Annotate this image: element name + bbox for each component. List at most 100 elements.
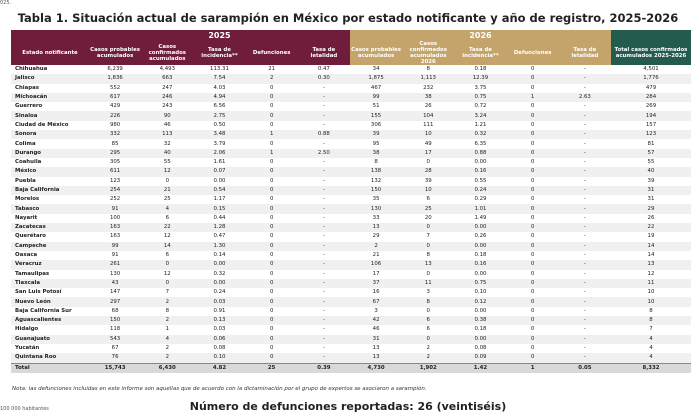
state-cell: Tamaulipas bbox=[15, 270, 50, 277]
table-cell: 0 bbox=[530, 121, 535, 128]
table-cell: 13 bbox=[372, 345, 380, 352]
table-cell: 0.14 bbox=[213, 252, 226, 259]
table-cell: - bbox=[558, 334, 611, 344]
table-cell: 0 bbox=[530, 140, 535, 147]
table-cell: 0 bbox=[506, 260, 559, 270]
table-cell: 0.00 bbox=[193, 278, 246, 289]
table-cell: 552 bbox=[109, 84, 121, 91]
table-cell: 0.12 bbox=[454, 297, 507, 307]
table-cell: 57 bbox=[610, 148, 691, 158]
table-cell: 1 bbox=[165, 326, 169, 333]
table-row: Michoacán 617 246 4.94 0-99 38 0.75 1 2.63 284 bbox=[11, 92, 691, 103]
table-cell: 0 bbox=[530, 66, 535, 73]
state-cell: Coahuila bbox=[15, 159, 42, 166]
table-cell: 13 bbox=[349, 223, 403, 233]
table-cell: 0 bbox=[269, 270, 274, 277]
table-cell: 76 bbox=[89, 353, 142, 363]
state-cell: México bbox=[11, 167, 89, 177]
table-row: Yucatán 67 2 0.08 0 - 13 2 0.08 0 - 4 bbox=[11, 344, 691, 353]
table-cell: 0.08 bbox=[213, 345, 226, 352]
table-cell: - bbox=[558, 185, 611, 196]
table-cell: 130 bbox=[349, 204, 403, 214]
state-cell: Guerrero bbox=[15, 103, 43, 110]
group-header: 2025 bbox=[89, 30, 350, 41]
table-cell: 0 bbox=[245, 241, 298, 251]
table-row: Tabasco 91 4 0.15 0-130 25 1.01 0-29 bbox=[11, 204, 691, 214]
table-cell: 2.06 bbox=[193, 148, 246, 158]
column-header: Casos probables acumulados bbox=[349, 41, 403, 65]
table-cell: 0.24 bbox=[454, 185, 507, 196]
table-cell: 39 bbox=[424, 177, 432, 184]
table-cell: 0 bbox=[141, 278, 194, 289]
table-cell: 21 bbox=[141, 185, 194, 196]
table-cell: 0.16 bbox=[454, 260, 507, 270]
total-cell: 0.05 bbox=[558, 362, 611, 373]
table-row: Puebla 123 0 0.00 0 - 132 39 0.55 0 - 39 bbox=[11, 177, 691, 186]
table-cell: 3.24 bbox=[454, 111, 507, 121]
table-cell: 25 bbox=[402, 204, 455, 214]
table-row: Guanajuato 543 4 0.06 0-31 0 0.00 0-4 bbox=[11, 334, 691, 344]
table-cell: 0.00 bbox=[474, 307, 487, 314]
table-cell: 6,239 bbox=[107, 66, 123, 73]
table-cell: 4 bbox=[610, 353, 691, 363]
table-cell: 0 bbox=[426, 270, 430, 277]
table-cell: 14 bbox=[141, 241, 194, 251]
table-cell: 1.01 bbox=[454, 204, 507, 214]
table-cell: 4 bbox=[610, 334, 691, 344]
table-cell: - bbox=[322, 326, 325, 333]
table-cell: 0 bbox=[269, 159, 274, 166]
table-cell: 0.88 bbox=[297, 130, 350, 140]
column-header: Tasa de incidencia** bbox=[454, 41, 507, 65]
table-cell: 0 bbox=[245, 223, 298, 233]
state-cell: Campeche bbox=[11, 241, 89, 251]
table-cell: 91 bbox=[111, 252, 119, 259]
table-cell: 0 bbox=[506, 353, 559, 363]
state-cell: Nuevo León bbox=[11, 297, 89, 307]
table-cell: 0.24 bbox=[213, 289, 226, 296]
table-cell: 14 bbox=[610, 241, 691, 251]
table-cell: 95 bbox=[372, 140, 380, 147]
table-cell: 22 bbox=[141, 223, 194, 233]
table-row: Morelos 252 25 1.17 0 - 35 6 0.29 0 - 31 bbox=[11, 195, 691, 204]
table-cell: 118 bbox=[109, 326, 121, 333]
table-cell: - bbox=[297, 334, 350, 344]
state-cell: Yucatán bbox=[15, 345, 40, 352]
table-cell: 68 bbox=[111, 307, 119, 314]
table-cell: 1.28 bbox=[193, 223, 246, 233]
table-cell: 4 bbox=[649, 345, 653, 352]
table-cell: 2 bbox=[402, 353, 455, 363]
table-cell: 0.18 bbox=[474, 326, 487, 333]
column-header: Estado notificante bbox=[11, 41, 89, 65]
table-cell: 3.75 bbox=[474, 84, 487, 91]
table-cell: - bbox=[583, 159, 586, 166]
table-cell: 14 bbox=[647, 252, 655, 259]
state-cell: Baja California Sur bbox=[15, 307, 72, 314]
table-cell: 51 bbox=[372, 103, 380, 110]
total-cell: 4,730 bbox=[349, 362, 403, 373]
table-cell: - bbox=[297, 111, 350, 121]
table-cell: 2 bbox=[165, 345, 169, 352]
table-cell: 0 bbox=[530, 252, 535, 259]
table-cell: 2 bbox=[349, 241, 403, 251]
table-cell: 40 bbox=[610, 167, 691, 177]
table-row: Sonora 332 113 3.48 1 0.88 39 10 0.32 0-123 bbox=[11, 130, 691, 140]
table-cell: - bbox=[322, 140, 325, 147]
table-cell: 0 bbox=[530, 214, 535, 221]
table-cell: 0 bbox=[530, 326, 535, 333]
table-cell: 232 bbox=[423, 84, 434, 91]
table-cell: 2.75 bbox=[193, 111, 246, 121]
table-cell: - bbox=[583, 345, 586, 352]
table-cell: 0 bbox=[506, 278, 559, 289]
table-cell: 8 bbox=[610, 316, 691, 326]
table-row: Sinaloa 226 90 2.75 0-155 104 3.24 0-194 bbox=[11, 111, 691, 121]
table-cell: 1.17 bbox=[213, 196, 226, 203]
state-cell: Puebla bbox=[15, 177, 36, 184]
column-header: Tasa de letalidad bbox=[558, 41, 611, 65]
table-cell: 0 bbox=[530, 233, 535, 240]
table-cell: 2 bbox=[426, 345, 430, 352]
table-cell: 0 bbox=[245, 297, 298, 307]
table-cell: 21 bbox=[268, 66, 276, 73]
table-cell: - bbox=[583, 177, 586, 184]
table-cell: 1.61 bbox=[213, 159, 226, 166]
state-cell: Veracruz bbox=[11, 260, 89, 270]
